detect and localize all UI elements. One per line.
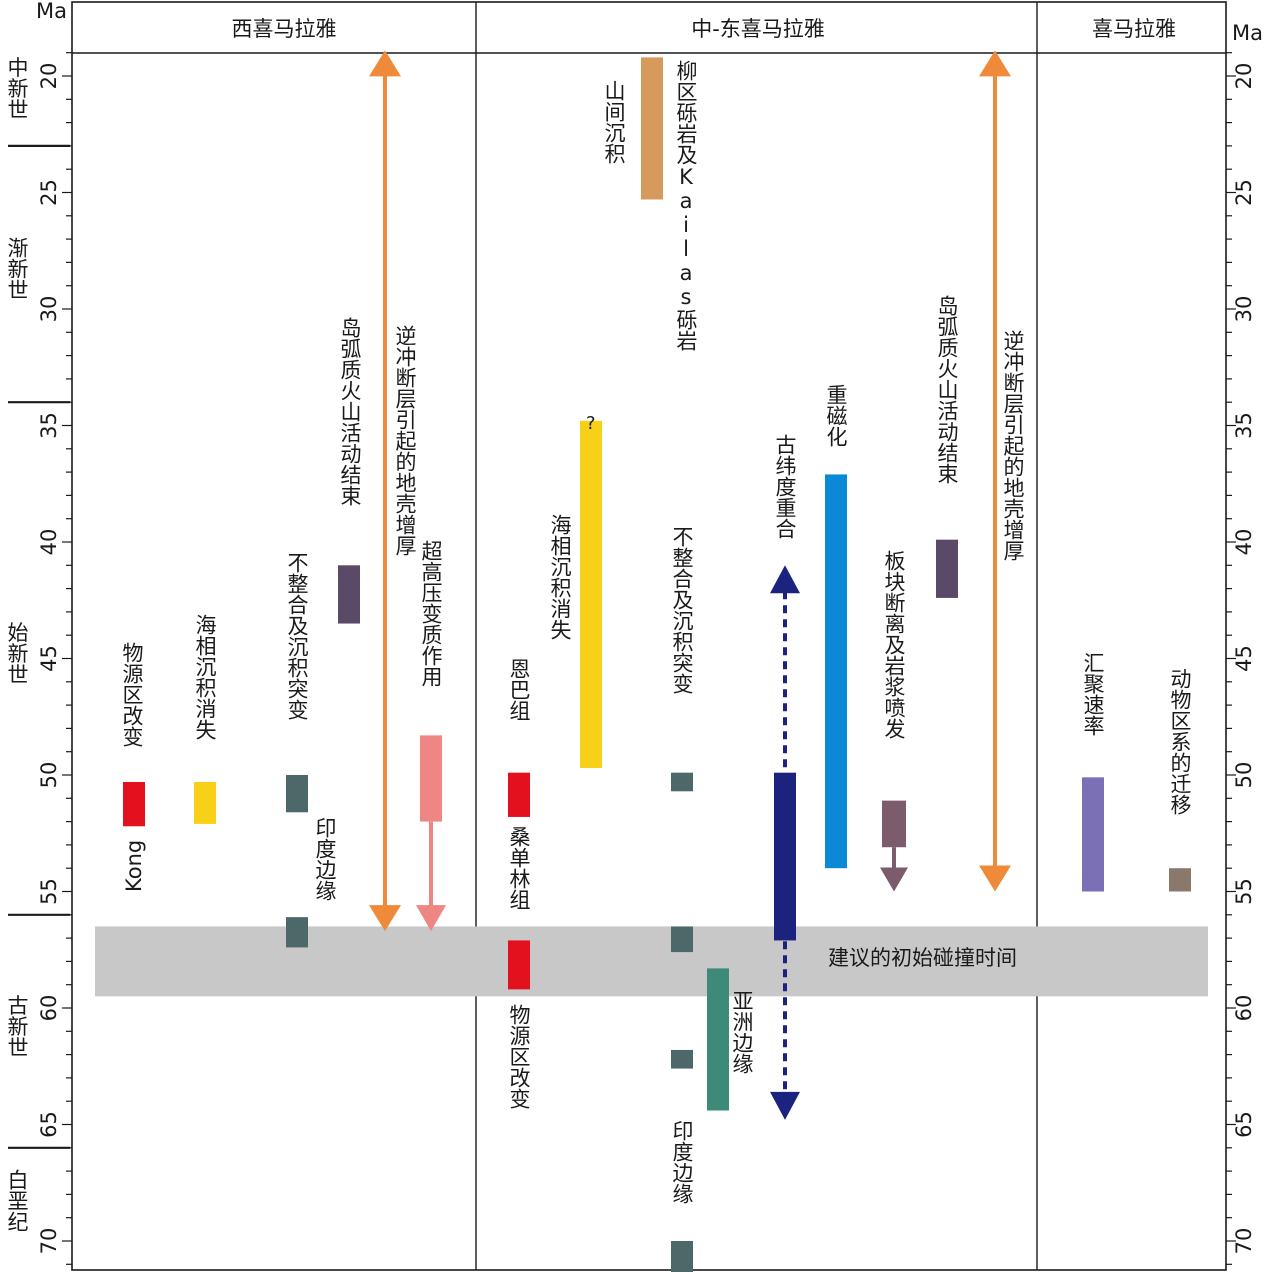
- collision-band: [95, 926, 1208, 997]
- remagnetization-bar: [825, 474, 847, 869]
- left-age-axis: 20 25 30 35 40 45 50 55 60 65 70: [37, 52, 72, 1265]
- right-axis-tick-label: 20: [1232, 63, 1256, 90]
- liuqu-kailas-conglomerate-label: 柳区砾岩及Kailas砾岩: [674, 60, 698, 351]
- sangdanlin-formation-bar: [508, 940, 530, 990]
- right-axis-tick-label: 35: [1232, 412, 1256, 439]
- arrow-head-up: [979, 50, 1011, 77]
- unconformity-bar-west: [286, 775, 308, 813]
- marine-sedimentation-end-label-west: 海相沉积消失: [193, 614, 217, 740]
- faunal-migration-bar: [1169, 868, 1191, 892]
- uhp-metamorphism-label: 超高压变质作用: [419, 540, 443, 687]
- indian-margin-bars-central: [671, 926, 693, 1272]
- arrow-head-up: [369, 50, 401, 77]
- epoch-label: 古新世: [5, 994, 29, 1057]
- uncertainty-mark: ?: [586, 413, 596, 434]
- indian-margin-segment: [671, 926, 693, 953]
- crustal-thickening-label-central: 逆冲断层引起的地壳增厚: [1001, 330, 1025, 561]
- convergence-rate-label: 汇聚速率: [1081, 652, 1105, 736]
- intermontane-deposit-label: 山间沉积: [602, 80, 626, 164]
- provenance-change-bar-west: [123, 781, 145, 827]
- arc-volcanism-end-label-central: 岛弧质火山活动结束: [935, 295, 959, 484]
- region-header-himalaya: 喜马拉雅: [1092, 17, 1176, 41]
- uhp-bar: [420, 735, 442, 822]
- right-age-axis: 20 25 30 35 40 45 50 55 60 65 70: [1226, 52, 1256, 1265]
- indian-margin-label-central: 印度边缘: [670, 1120, 694, 1204]
- marine-sedimentation-end-label-central: 海相沉积消失: [548, 514, 572, 640]
- arrow-head-down: [369, 905, 401, 932]
- arc-volcanism-end-bar-west: [338, 565, 360, 624]
- left-axis-tick-label: 45: [37, 645, 61, 672]
- marine-sedimentation-end-bar-west: [194, 781, 216, 824]
- right-axis-unit: Ma: [1232, 21, 1263, 45]
- sangdanlin-formation-label: 桑单林组: [507, 826, 531, 910]
- region-header-west: 西喜马拉雅: [232, 17, 337, 41]
- right-axis-tick-label: 55: [1232, 878, 1256, 905]
- unconformity-bar-central: [671, 772, 693, 792]
- right-axis-tick-label: 70: [1232, 1228, 1256, 1255]
- left-axis-tick-label: 35: [37, 412, 61, 439]
- left-axis-tick-label: 50: [37, 762, 61, 789]
- slab-breakoff-head: [880, 867, 908, 892]
- epoch-label: 渐新世: [5, 237, 29, 300]
- epoch-label: 始新世: [5, 622, 29, 685]
- right-axis-tick-label: 65: [1232, 1111, 1256, 1138]
- left-axis-unit: Ma: [36, 0, 67, 23]
- paleolatitude-arrow-up: [770, 565, 800, 594]
- right-axis-tick-label: 60: [1232, 995, 1256, 1022]
- unconformity-label-west: 不整合及沉积突变: [285, 552, 309, 720]
- left-axis-tick-label: 25: [37, 179, 61, 206]
- chart-frame: [71, 1, 1227, 1271]
- paleolatitude-overlap-arrow: [770, 565, 800, 1120]
- crustal-thickening-arrow-central: [979, 50, 1011, 892]
- right-axis-tick-label: 50: [1232, 762, 1256, 789]
- remagnetization-label: 重磁化: [824, 384, 848, 447]
- slab-breakoff-label: 板块断离及岩浆喷发: [882, 550, 906, 739]
- faunal-migration-label: 动物区系的迁移: [1168, 668, 1192, 815]
- epoch-label: 白垩纪: [5, 1169, 29, 1232]
- arc-volcanism-end-label-west: 岛弧质火山活动结束: [338, 317, 362, 506]
- crustal-thickening-label-west: 逆冲断层引起的地壳增厚: [393, 325, 417, 556]
- paleolatitude-solid-bar: [774, 772, 796, 941]
- crustal-thickening-arrow-west: [369, 50, 401, 932]
- indian-margin-bar-west: [286, 917, 308, 948]
- paleolatitude-arrow-down: [770, 1091, 800, 1120]
- indian-margin-label-west: 印度边缘: [313, 817, 337, 901]
- kong-label: Kong: [122, 840, 146, 892]
- left-axis-tick-label: 40: [37, 529, 61, 556]
- left-axis-tick-label: 55: [37, 878, 61, 905]
- left-axis-tick-label: 70: [37, 1228, 61, 1255]
- right-axis-tick-label: 45: [1232, 645, 1256, 672]
- enba-formation-bar: [508, 772, 530, 817]
- left-axis-tick-label: 20: [37, 63, 61, 90]
- left-axis-tick-label: 65: [37, 1111, 61, 1138]
- enba-formation-label: 恩巴组: [507, 658, 531, 721]
- asian-margin-bar: [707, 968, 729, 1111]
- convergence-rate-bar: [1082, 777, 1104, 892]
- left-axis-tick-label: 30: [37, 296, 61, 323]
- collision-band-label: 建议的初始碰撞时间: [828, 946, 1017, 970]
- indian-margin-segment: [671, 1241, 693, 1272]
- arrow-head-down: [979, 865, 1011, 892]
- uhp-arrow-head: [416, 905, 446, 932]
- arc-volcanism-end-bar-central: [936, 539, 958, 598]
- epoch-label: 中新世: [5, 56, 29, 119]
- asian-margin-label: 亚洲边缘: [730, 990, 754, 1074]
- liuqu-kailas-conglomerate-bar: [641, 57, 663, 200]
- right-axis-tick-label: 40: [1232, 529, 1256, 556]
- uhp-metamorphism-arrow: [416, 735, 446, 932]
- region-header-central-east: 中-东喜马拉雅: [691, 17, 825, 41]
- right-axis-tick-label: 25: [1232, 179, 1256, 206]
- marine-sedimentation-end-bar-central: [580, 420, 602, 769]
- provenance-change-label-central: 物源区改变: [507, 1004, 531, 1109]
- left-axis-tick-label: 60: [37, 995, 61, 1022]
- right-axis-tick-label: 30: [1232, 296, 1256, 323]
- indian-margin-segment: [671, 1049, 693, 1069]
- slab-breakoff-bar: [882, 800, 906, 848]
- slab-breakoff-arrow: [880, 800, 908, 892]
- paleolatitude-overlap-label: 古纬度重合: [773, 434, 797, 539]
- provenance-change-label-west: 物源区改变: [120, 642, 144, 747]
- unconformity-label-central: 不整合及沉积突变: [670, 526, 694, 694]
